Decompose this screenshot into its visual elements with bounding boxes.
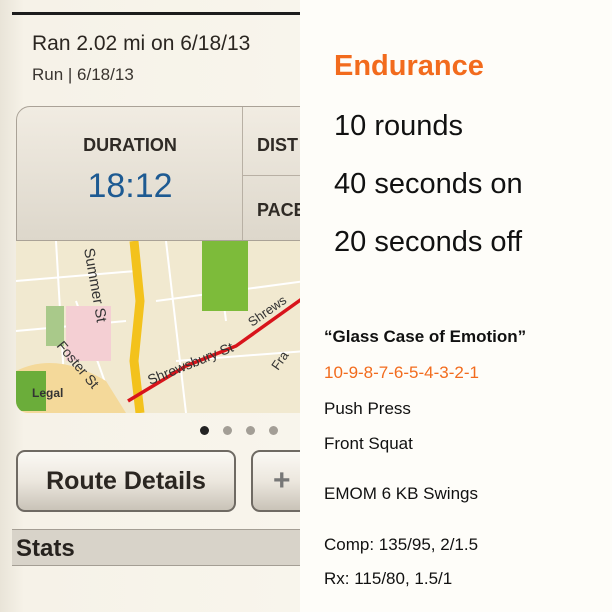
exercise: Push Press [324, 399, 411, 418]
workout-line: 20 seconds off [334, 226, 523, 258]
add-button[interactable]: + [251, 450, 300, 512]
map-label: Fra [268, 348, 292, 373]
page-dot[interactable] [223, 426, 232, 435]
duration-label: DURATION [83, 135, 177, 155]
route-details-button[interactable]: Route Details [16, 450, 236, 512]
exercise: EMOM 6 KB Swings [324, 484, 478, 503]
pace-label: PACE [257, 200, 300, 220]
park-area [202, 241, 248, 311]
divider [243, 175, 300, 176]
workout-line: 40 seconds on [334, 168, 523, 200]
workout-text-panel: Endurance 10 rounds 40 seconds on 20 sec… [300, 0, 612, 612]
divider [12, 12, 300, 15]
exercise: Front Squat [324, 434, 413, 453]
page-dot[interactable] [269, 426, 278, 435]
map-graphic: Summer St Shrewsbury St Shrews Foster St… [16, 241, 300, 413]
building-area [66, 306, 111, 361]
page-dot[interactable] [200, 426, 209, 435]
legal-link: Legal [32, 386, 63, 400]
duration-cell: DURATION 18:12 [17, 107, 243, 240]
duration-value: 18:12 [87, 167, 173, 205]
activity-title: Ran 2.02 mi on 6/18/13 [32, 32, 251, 55]
map-label: Shrewsbury St [145, 339, 236, 388]
highway [129, 241, 145, 413]
route-line [127, 298, 300, 403]
workout-line: 10 rounds [334, 110, 463, 142]
comp-weights: Comp: 135/95, 2/1.5 [324, 535, 479, 554]
rep-scheme: 10-9-8-7-6-5-4-3-2-1 [324, 363, 479, 382]
stats-section-header: Stats [12, 529, 300, 566]
page-dot[interactable] [246, 426, 255, 435]
page-indicator[interactable] [200, 426, 278, 435]
workout-heading: Endurance [334, 50, 484, 82]
activity-subtitle: Run | 6/18/13 [32, 65, 134, 84]
route-map[interactable]: Summer St Shrewsbury St Shrews Foster St… [16, 241, 300, 413]
stats-panel: DURATION 18:12 DIST PACE [16, 106, 300, 241]
distance-label: DIST [257, 135, 299, 155]
rx-weights: Rx: 115/80, 1.5/1 [324, 569, 453, 588]
run-app-screenshot: Ran 2.02 mi on 6/18/13 Run | 6/18/13 DUR… [0, 0, 300, 612]
workout-name: “Glass Case of Emotion” [324, 327, 527, 346]
